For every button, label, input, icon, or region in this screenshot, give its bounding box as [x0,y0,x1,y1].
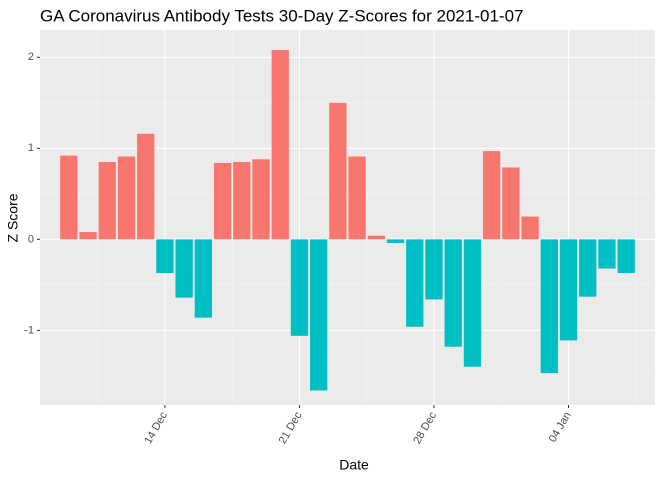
bar [425,239,443,300]
bar [175,239,193,298]
bar [79,232,97,240]
bar [348,156,366,240]
bar [502,167,520,240]
bar [386,239,405,243]
bar [117,156,136,240]
y-tick-label: -1 [24,324,34,336]
bar [559,239,578,341]
bar [521,216,539,240]
y-tick-label: 1 [28,142,34,154]
x-tick-label: 14 Dec [142,410,170,447]
bar [233,161,251,240]
y-tick-label: 2 [28,51,34,63]
bar [252,159,270,240]
bar [213,162,232,240]
bar [482,151,501,240]
x-tick-label: 04 Jan [547,410,574,445]
bar [463,239,482,367]
x-tick-label: 21 Dec [277,410,305,447]
bar [156,239,174,274]
bar [598,239,616,269]
bar [579,239,597,297]
bar [60,155,78,240]
x-tick-label: 28 Dec [411,410,439,447]
bar [367,235,385,240]
bar [540,239,558,374]
y-axis-title: Z Score [5,193,21,242]
bar [271,50,289,240]
chart-title: GA Coronavirus Antibody Tests 30-Day Z-S… [40,6,523,25]
bar [310,239,328,391]
bar [98,161,116,240]
bar [329,102,347,240]
bar [617,239,635,274]
bar [137,133,155,240]
bar [290,239,309,336]
y-tick-label: 0 [28,233,34,245]
x-axis-title: Date [339,457,369,473]
bar [444,239,462,347]
bar [406,239,424,327]
bar [194,239,213,318]
